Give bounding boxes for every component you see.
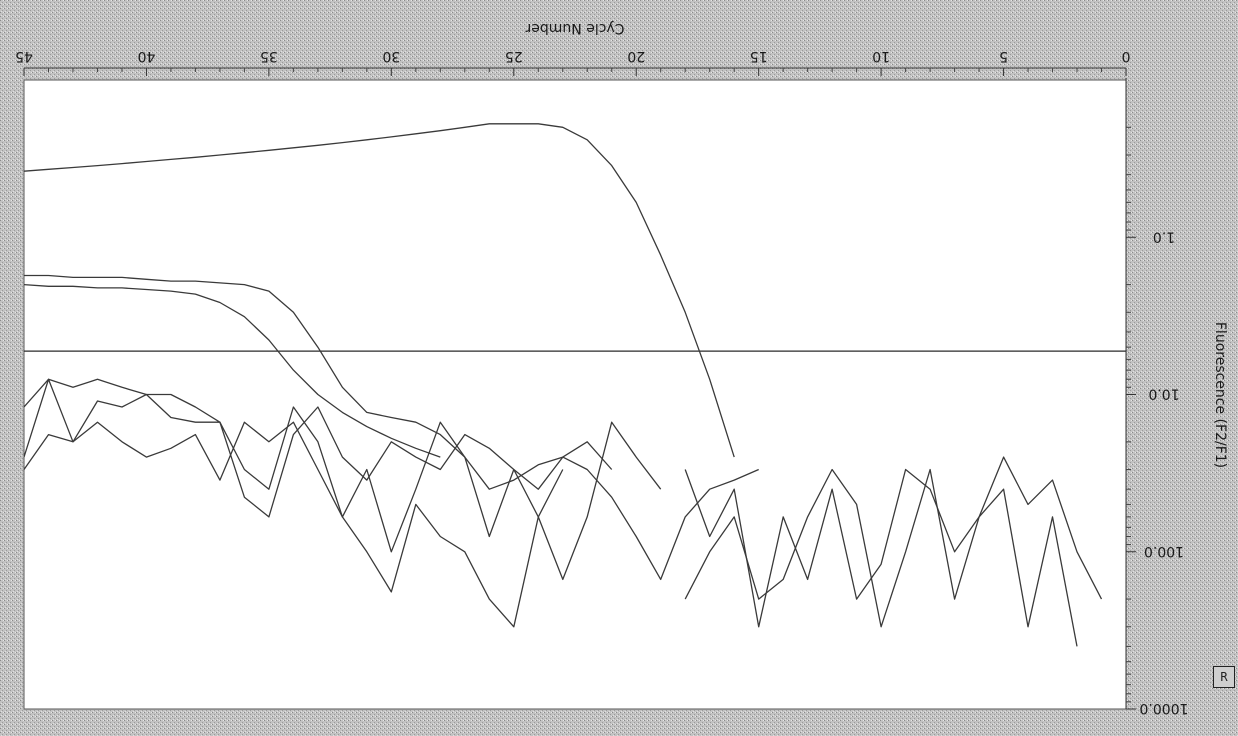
y-axis-title: Fluorescence (F2/F1): [1212, 322, 1228, 468]
y-tick-label: 100.0: [1144, 543, 1184, 559]
y-tick-label: 1.0: [1153, 228, 1175, 244]
series-line-3: [24, 283, 441, 458]
x-tick-label: 10: [872, 48, 890, 64]
series-line-7: [24, 378, 662, 581]
x-tick-label: 5: [999, 48, 1008, 64]
plot-area: [23, 79, 1127, 710]
x-tick-label: 45: [15, 48, 33, 64]
x-tick-label: 35: [260, 48, 278, 64]
y-tick-label: 1000.0: [1140, 700, 1189, 716]
y-tick-label: 10.0: [1148, 386, 1179, 402]
x-tick-label: 20: [627, 48, 645, 64]
x-axis-title: Cycle Number: [525, 20, 624, 36]
x-tick-label: 30: [382, 48, 400, 64]
series-line-1: [24, 123, 735, 458]
x-tick-label: 25: [505, 48, 523, 64]
series-line-2: [24, 274, 759, 581]
x-tick-label: 15: [750, 48, 768, 64]
series-line-4: [24, 421, 564, 628]
series-line-6: [684, 456, 1103, 628]
corner-box[interactable]: R: [1213, 666, 1235, 688]
series-line-8: [24, 378, 613, 518]
series-line-5: [684, 468, 1078, 647]
x-tick-label: 40: [138, 48, 156, 64]
x-tick-label: 0: [1122, 48, 1131, 64]
